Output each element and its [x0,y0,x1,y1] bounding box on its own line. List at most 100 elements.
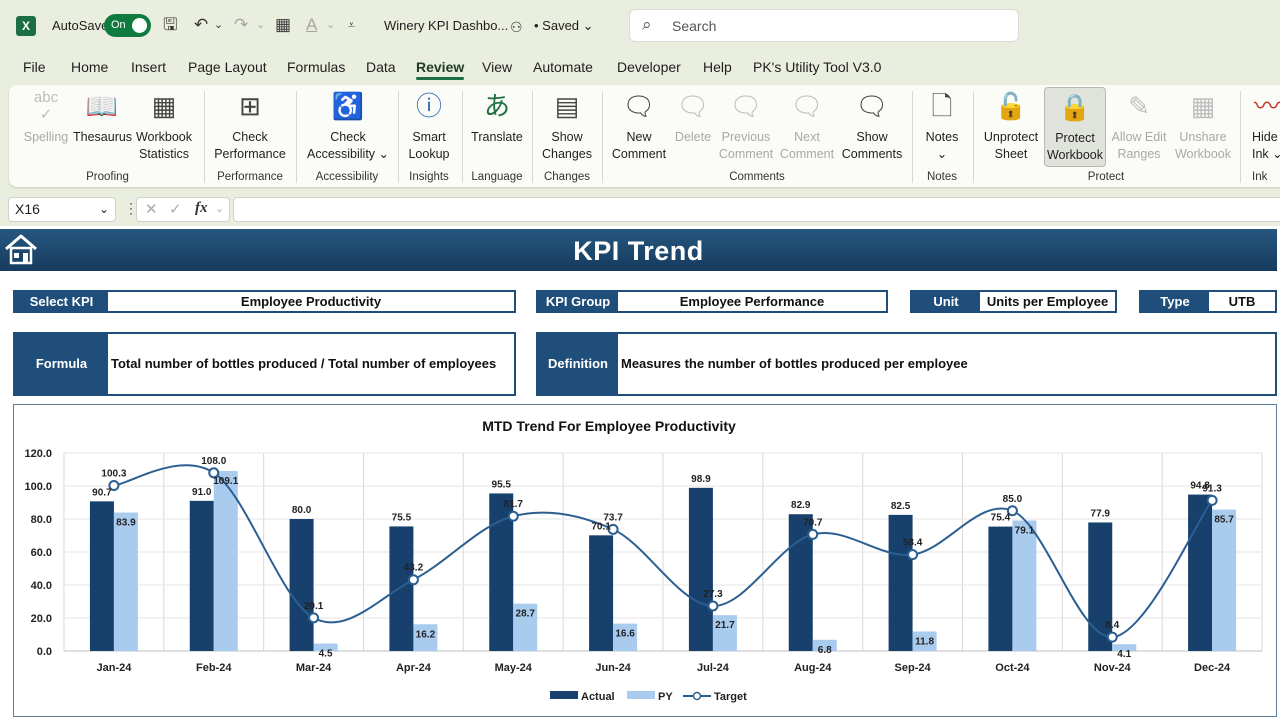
show-comments-button[interactable]: 🗨 Show Comments [837,89,907,163]
tab-automate[interactable]: Automate [533,59,593,75]
previous-comment-icon: 🗨 [729,91,763,121]
font-color-dropdown-icon[interactable]: ⌄ [326,19,336,31]
thesaurus-book-icon: 📖 [85,91,119,121]
save-icon[interactable]: 🖫 [163,15,178,34]
show-changes-label-1: Show [551,130,583,144]
check-performance-icon: ⊞ [239,91,261,121]
group-performance: Performance [217,171,283,183]
x-tick-label: Jan-24 [96,662,132,674]
borders-icon[interactable]: ▦ [275,15,292,34]
formula-label: Formula [15,334,108,394]
check-accessibility-button[interactable]: ♿ Check Accessibility ⌄ [302,89,394,163]
tab-formulas[interactable]: Formulas [287,59,346,75]
previous-comment-button[interactable]: 🗨 Previous Comment [715,89,777,163]
font-color-icon[interactable]: A [306,15,318,34]
tab-help[interactable]: Help [703,59,732,75]
smart-lookup-button[interactable]: ⓘ Smart Lookup [404,89,454,163]
py-data-label: 4.5 [319,649,333,660]
name-box[interactable]: X16 ⌄ [8,197,116,222]
unshare-workbook-label-2: Workbook [1174,147,1232,161]
formula-input[interactable] [233,197,1280,222]
target-data-label: 20.1 [304,601,324,612]
hide-ink-button[interactable]: 〰 Hide Ink ⌄ [1252,89,1280,163]
autosave-toggle[interactable]: On [104,14,151,37]
show-changes-label-2: Changes [541,147,593,161]
save-status[interactable]: • Saved ⌄ [534,18,594,33]
document-title[interactable]: Winery KPI Dashbo... [384,18,509,33]
tab-page-layout[interactable]: Page Layout [188,59,267,75]
x-tick-label: Oct-24 [995,662,1030,674]
workbook-statistics-button[interactable]: ▦ Workbook Statistics [133,89,195,163]
definition-value: Measures the number of bottles produced … [621,356,968,371]
actual-data-label: 95.5 [492,479,512,490]
tab-view[interactable]: View [482,59,513,75]
group-separator [204,91,205,183]
unshare-workbook-button[interactable]: ▦ Unshare Workbook [1171,89,1235,163]
more-options-icon[interactable]: ⋮ [124,200,138,216]
select-kpi-dropdown[interactable]: Employee Productivity [240,294,382,309]
customize-toolbar-icon[interactable]: ⩡ [348,18,355,32]
tab-data[interactable]: Data [366,59,396,75]
insert-function-icon[interactable]: fx [195,200,208,216]
select-kpi-field: Select KPI Employee Productivity [13,290,516,313]
bar-py [1112,644,1137,651]
x-tick-label: Jul-24 [697,662,730,674]
chevron-down-icon[interactable]: ⌄ [98,202,109,216]
check-performance-label-2: Performance [214,147,286,161]
group-separator [602,91,603,183]
allow-edit-ranges-button[interactable]: ✎ Allow Edit Ranges [1107,89,1171,163]
redo-dropdown-icon[interactable]: ⌄ [256,19,266,31]
redo-icon[interactable]: ↷ [234,15,249,34]
next-comment-label-2: Comment [779,147,835,161]
chevron-down-icon[interactable]: ⌄ [215,203,225,215]
target-marker [208,467,220,479]
y-tick-label: 40.0 [31,580,52,592]
tab-home[interactable]: Home [71,59,109,75]
worksheet[interactable]: KPI Trend Select KPI Employee Productivi… [0,226,1280,718]
unit-value: Units per Employee [986,294,1109,309]
legend-target-marker [692,691,702,701]
tab-file[interactable]: File [23,59,46,75]
x-tick-label: Sep-24 [895,662,932,674]
unit-label: Unit [912,292,980,311]
spelling-button[interactable]: abc ✓ Spelling [19,89,73,146]
cancel-icon[interactable]: ✕ [145,201,158,218]
search-input[interactable] [672,16,1002,36]
actual-data-label: 70.1 [591,521,611,532]
undo-icon[interactable]: ↶ [194,15,209,34]
previous-comment-label-2: Comment [718,147,774,161]
tab-review[interactable]: Review [416,59,465,80]
name-box-value: X16 [15,201,40,217]
next-comment-button[interactable]: 🗨 Next Comment [777,89,837,163]
type-field: Type UTB [1139,290,1277,313]
accessibility-icon: ♿ [331,91,365,121]
y-tick-label: 20.0 [31,613,52,625]
trend-chart-area[interactable]: MTD Trend For Employee Productivity 0.0 20… [13,404,1277,717]
tab-developer[interactable]: Developer [617,59,681,75]
delete-comment-button[interactable]: 🗨 Delete [671,89,715,146]
search-box[interactable]: ⌕ [629,9,1019,42]
enter-icon[interactable]: ✓ [169,201,182,218]
thesaurus-button[interactable]: 📖 Thesaurus [73,89,132,146]
group-changes: Changes [543,171,591,183]
protect-workbook-button[interactable]: 🔒 Protect Workbook [1044,87,1106,167]
show-changes-button[interactable]: ▤ Show Changes [537,89,597,163]
smart-lookup-label-2: Lookup [408,147,450,161]
share-people-icon[interactable]: ⚇ [510,19,523,35]
target-data-label: 91.3 [1202,483,1222,494]
x-tick-label: Dec-24 [1194,662,1231,674]
target-data-label: 108.0 [201,456,226,467]
unprotect-sheet-button[interactable]: 🔓 Unprotect Sheet [979,89,1043,163]
new-comment-button[interactable]: 🗨 New Comment [607,89,671,163]
trend-chart: MTD Trend For Employee Productivity 0.0 20… [24,418,1263,703]
notes-button[interactable]: 🗋 Notes ⌄ [919,89,965,163]
undo-dropdown-icon[interactable]: ⌄ [214,19,224,31]
home-icon[interactable] [3,231,39,267]
check-performance-button[interactable]: ⊞ Check Performance [210,89,290,163]
tab-insert[interactable]: Insert [131,59,167,75]
bar-py [413,624,438,651]
tab-pk-utility-tool[interactable]: PK's Utility Tool V3.0 [753,59,882,75]
translate-button[interactable]: あ Translate [467,89,527,146]
target-marker [308,612,320,624]
autosave-state: On [111,19,126,31]
